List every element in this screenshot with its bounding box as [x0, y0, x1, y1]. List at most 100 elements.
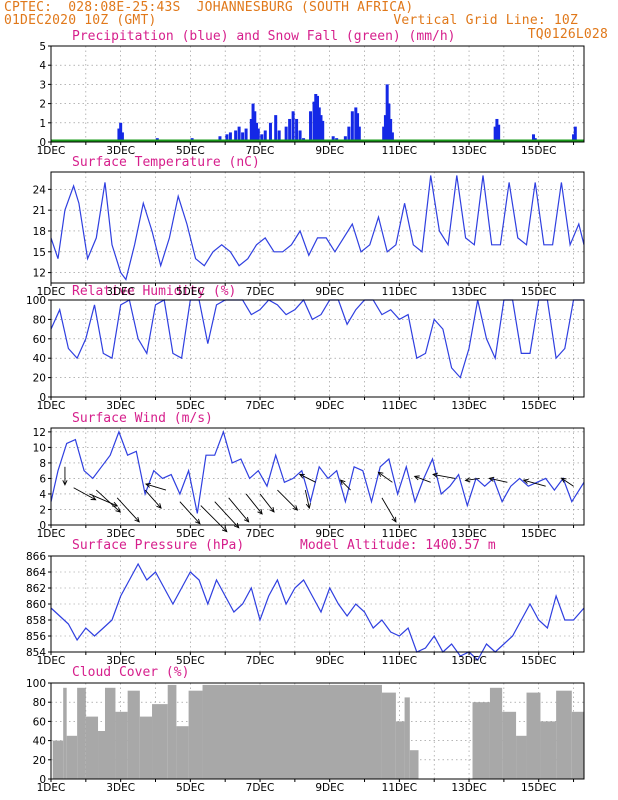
x-tick-label: 5DEC	[176, 145, 205, 157]
wind-arrow-head	[134, 516, 140, 523]
wind-title: Surface Wind (m/s)	[72, 411, 213, 426]
wind-arrow	[95, 489, 121, 513]
precip-bar	[331, 136, 335, 142]
precip-bar	[357, 126, 361, 142]
x-tick-label: 5DEC	[176, 655, 205, 667]
precip-bar	[225, 134, 229, 142]
y-tick-label: 10	[33, 442, 46, 454]
y-tick-label: 866	[26, 551, 46, 563]
cloud-bar	[381, 692, 396, 779]
precip-bar	[389, 118, 393, 142]
panel-frame	[50, 299, 585, 398]
y-tick-label: 854	[26, 647, 46, 659]
header-station: CPTEC: 028:08E-25:43S JOHANNESBURG (SOUT…	[4, 0, 414, 15]
x-tick-label: 1DEC	[37, 145, 66, 157]
y-tick-label: 40	[33, 353, 46, 365]
precip-bar	[343, 136, 347, 142]
wind-arrow-head	[144, 482, 151, 488]
precip-bar	[244, 128, 248, 142]
x-tick-label: 15DEC	[521, 782, 556, 794]
cloud-bar	[571, 711, 584, 779]
temp-title: Surface Temperature (nC)	[72, 155, 260, 170]
x-tick-label: 5DEC	[176, 286, 205, 298]
wind-arrow-head	[221, 526, 228, 533]
precip-bar	[260, 134, 264, 142]
x-tick-label: 11DEC	[382, 655, 417, 667]
y-tick-label: 5	[39, 41, 46, 53]
cloud-bar	[152, 704, 168, 779]
x-tick-label: 15DEC	[521, 400, 556, 412]
x-tick-label: 9DEC	[315, 145, 344, 157]
x-tick-label: 15DEC	[521, 145, 556, 157]
wind-arrow-head	[391, 516, 397, 523]
y-tick-label: 12	[33, 427, 46, 439]
panel-4	[48, 555, 585, 661]
wind-arrow-head	[298, 473, 305, 479]
precip-bar	[120, 132, 124, 142]
x-tick-label: 13DEC	[451, 782, 486, 794]
x-tick-label: 7DEC	[246, 528, 275, 540]
precip-bar	[497, 124, 501, 142]
x-tick-label: 7DEC	[246, 782, 275, 794]
panel-5	[48, 682, 585, 782]
y-tick-label: 8	[39, 458, 46, 470]
cloud-bar	[63, 687, 67, 779]
precip-bar	[277, 130, 281, 142]
cloud-bar	[502, 711, 517, 779]
x-tick-label: 7DEC	[246, 655, 275, 667]
precip-bar	[356, 113, 360, 142]
precip-bar	[319, 115, 323, 142]
y-tick-label: 864	[26, 567, 46, 579]
x-tick-label: 9DEC	[315, 655, 344, 667]
cloud-bar	[127, 690, 140, 779]
x-tick-label: 15DEC	[521, 528, 556, 540]
wind-arrow-head	[269, 506, 275, 513]
wind-arrow-head	[305, 503, 311, 510]
y-tick-label: 0	[39, 137, 46, 149]
cloud-bar	[98, 731, 105, 779]
wind-arrow	[245, 493, 263, 515]
x-tick-label: 3DEC	[106, 400, 135, 412]
wind-arrow	[228, 497, 250, 523]
precip-bar	[387, 103, 391, 142]
precip-bar	[241, 132, 245, 142]
wind-arrow-head	[115, 507, 122, 513]
precip-bar	[274, 115, 278, 142]
wind-arrow	[214, 501, 240, 529]
wind-arrow-head	[243, 516, 250, 523]
x-tick-label: 1DEC	[37, 400, 66, 412]
wind-arrow	[259, 493, 275, 513]
x-tick-label: 3DEC	[106, 145, 135, 157]
header-vertical-grid-line: Vertical Grid Line: 10Z	[393, 13, 578, 28]
x-tick-label: 15DEC	[521, 286, 556, 298]
y-tick-label: 0	[39, 774, 46, 786]
pressure-title: Surface Pressure (hPa)	[72, 538, 245, 553]
y-tick-label: 862	[26, 583, 46, 595]
wind-arrow-head	[257, 508, 263, 515]
precip-bar	[572, 134, 576, 142]
precip-bar	[317, 107, 321, 142]
precip-bar	[298, 130, 302, 142]
wind-arrow-head	[62, 480, 68, 486]
x-tick-label: 13DEC	[451, 655, 486, 667]
y-tick-label: 0	[39, 392, 46, 404]
precip-bar	[314, 94, 318, 142]
precip-bar	[531, 134, 535, 142]
y-tick-label: 4	[39, 60, 46, 72]
series-line	[50, 429, 585, 514]
x-tick-label: 5DEC	[176, 400, 205, 412]
precip-bar	[383, 115, 387, 142]
precip-bar	[493, 126, 497, 142]
precip-bar	[218, 136, 222, 142]
panel-1	[48, 171, 585, 286]
panel-0	[48, 45, 585, 145]
x-tick-label: 13DEC	[451, 286, 486, 298]
x-tick-label: 1DEC	[37, 528, 66, 540]
cloud-bar	[104, 687, 116, 779]
wind-arrow	[304, 489, 310, 509]
precip-bar	[390, 132, 394, 142]
header-run-date: 01DEC2020 10Z (GMT)	[4, 13, 157, 28]
cloud-bar	[409, 750, 419, 779]
x-tick-label: 9DEC	[315, 286, 344, 298]
precip-bar	[234, 130, 238, 142]
